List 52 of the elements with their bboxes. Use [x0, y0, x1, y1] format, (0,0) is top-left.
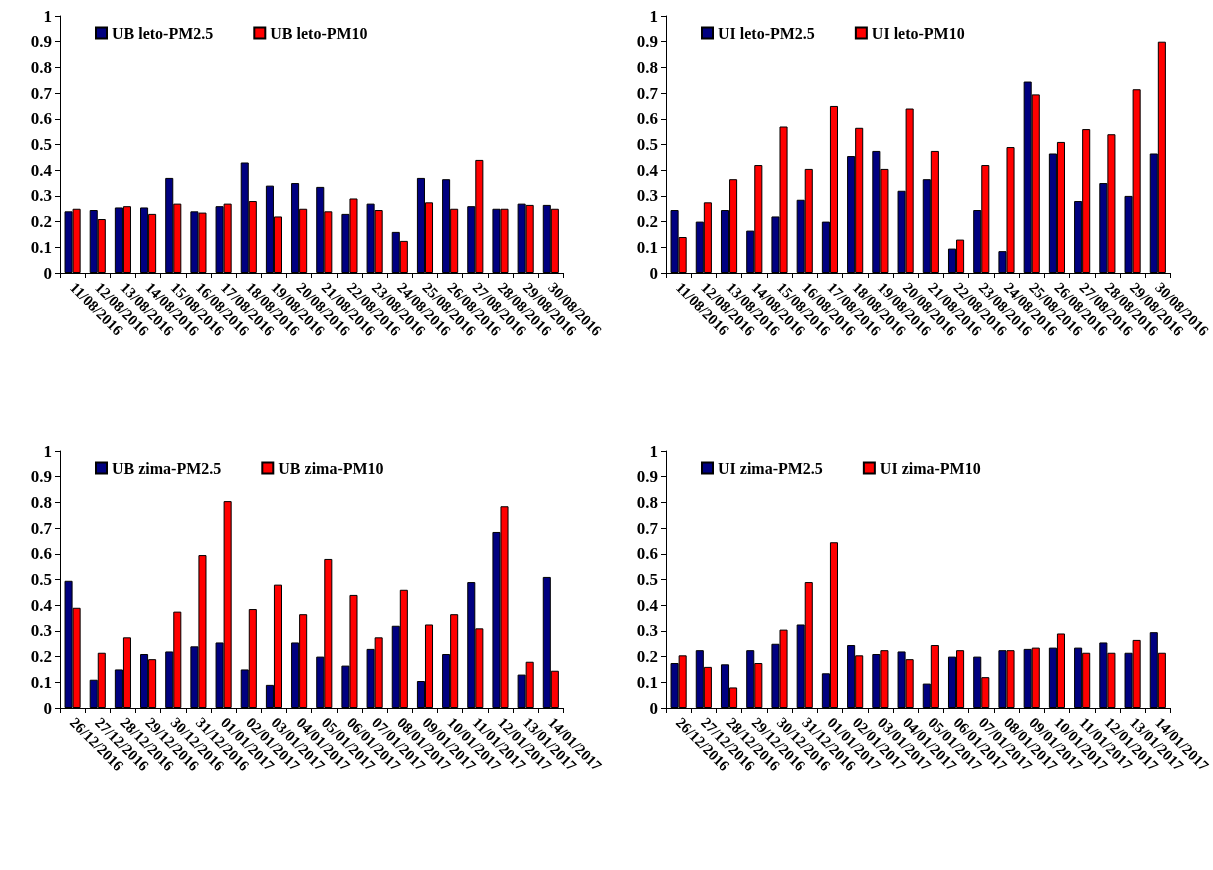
y-tick-label: 0.7 [636, 83, 659, 103]
y-tick-label: 0.9 [30, 467, 52, 487]
y-tick-label: 0.6 [636, 544, 658, 564]
y-tick-label: 0.8 [30, 57, 52, 77]
y-tick-label: 0.3 [30, 186, 52, 206]
y-tick-label: 0.8 [636, 57, 658, 77]
legend-label: UB leto-PM10 [270, 24, 368, 42]
y-tick-label: 0 [649, 263, 658, 283]
y-tick-label: 0 [43, 698, 52, 718]
y-tick-label: 0.2 [636, 647, 658, 667]
y-tick-label: 0.2 [30, 212, 52, 232]
legend-label: UI leto-PM2.5 [718, 24, 815, 42]
y-tick-label: 0.2 [30, 647, 52, 667]
y-tick-label: 0.6 [636, 109, 658, 129]
y-tick-label: 1 [649, 441, 658, 461]
y-tick-label: 0.5 [30, 135, 52, 154]
y-tick-label: 0.3 [636, 186, 658, 206]
y-tick-label: 0.8 [30, 492, 52, 512]
y-tick-label: 0.2 [636, 212, 658, 232]
y-tick-label: 0.4 [636, 160, 659, 180]
legend-label: UI zima-PM10 [879, 459, 981, 477]
y-tick-label: 0.5 [636, 135, 658, 154]
legend-label: UI zima-PM2.5 [718, 459, 823, 477]
y-tick-label: 0.8 [636, 492, 658, 512]
y-tick-label: 1 [43, 441, 52, 461]
y-tick-label: 0.9 [636, 467, 658, 487]
y-tick-label: 0.4 [636, 595, 659, 615]
y-tick-label: 0.6 [30, 544, 52, 564]
y-tick-label: 1 [649, 6, 658, 26]
y-tick-label: 0 [43, 263, 52, 283]
y-tick-label: 0.4 [30, 595, 53, 615]
y-tick-label: 0.9 [30, 32, 52, 52]
y-tick-label: 0.1 [30, 672, 52, 692]
y-tick-label: 0.7 [636, 518, 659, 538]
legend-label: UB zima-PM2.5 [112, 459, 222, 477]
y-tick-label: 0.7 [30, 83, 53, 103]
legend-label: UI leto-PM10 [871, 24, 965, 42]
y-tick-label: 0.5 [30, 570, 52, 589]
y-tick-label: 0.4 [30, 160, 53, 180]
y-tick-label: 0.9 [636, 32, 658, 52]
y-tick-label: 0 [649, 698, 658, 718]
y-tick-label: 0.1 [636, 237, 658, 257]
legend-label: UB zima-PM10 [278, 459, 384, 477]
y-tick-label: 0.3 [30, 621, 52, 641]
y-tick-label: 0.5 [636, 570, 658, 589]
y-tick-label: 1 [43, 6, 52, 26]
y-tick-label: 0.3 [636, 621, 658, 641]
legend-label: UB leto-PM2.5 [112, 24, 214, 42]
y-tick-label: 0.1 [30, 237, 52, 257]
y-tick-label: 0.7 [30, 518, 53, 538]
y-tick-label: 0.6 [30, 109, 52, 129]
y-tick-label: 0.1 [636, 672, 658, 692]
